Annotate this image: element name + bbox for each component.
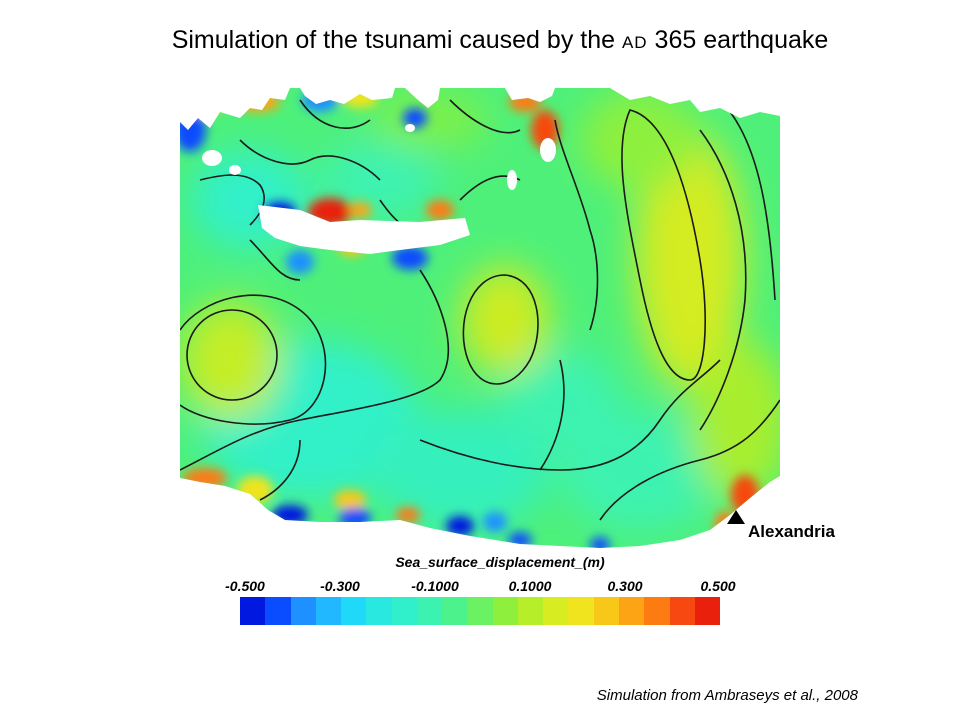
colorbar-tick-label: -0.1000 (411, 578, 459, 594)
colorbar-swatch (644, 597, 670, 625)
colorbar-swatch (391, 597, 417, 625)
colorbar-swatch (568, 597, 594, 625)
colorbar-swatch (315, 597, 342, 625)
colorbar-swatch (366, 597, 392, 625)
credit-text: Simulation from Ambraseys et al., 2008 (596, 687, 858, 704)
colorbar-swatch (694, 597, 721, 625)
alexandria-marker-icon (727, 510, 745, 524)
title-era: AD (621, 33, 648, 52)
colorbar-swatch (240, 597, 266, 625)
colorbar-swatch (517, 597, 544, 625)
colorbar-swatch (442, 597, 468, 625)
colorbar (240, 597, 721, 625)
colorbar-swatch (492, 597, 518, 625)
colorbar-swatch (467, 597, 493, 625)
colorbar-swatch (341, 597, 367, 625)
alexandria-label: Alexandria (748, 522, 835, 541)
title-suffix: 365 earthquake (647, 26, 829, 54)
colorbar-swatch (416, 597, 443, 625)
colorbar-swatch (618, 597, 645, 625)
colorbar-tick-label: 0.1000 (508, 578, 552, 594)
colorbar-swatch (290, 597, 316, 625)
colorbar-title: Sea_surface_displacement_(m) (395, 554, 605, 570)
colorbar-tick-label: 0.500 (700, 578, 736, 594)
colorbar-swatch (669, 597, 695, 625)
colorbar-swatch (543, 597, 569, 625)
colorbar-tick-label: -0.300 (320, 578, 360, 594)
colorbar-swatch (593, 597, 619, 625)
contour-lines (180, 99, 780, 521)
title-prefix: Simulation of the tsunami caused by the (171, 26, 622, 54)
colorbar-tick-label: -0.500 (225, 578, 265, 594)
slide-title: Simulation of the tsunami caused by the … (0, 26, 960, 55)
sea-surface-field (180, 88, 780, 628)
colorbar-tick-label: 0.300 (607, 578, 643, 594)
land-masses (180, 88, 780, 628)
colorbar-swatch (265, 597, 291, 625)
